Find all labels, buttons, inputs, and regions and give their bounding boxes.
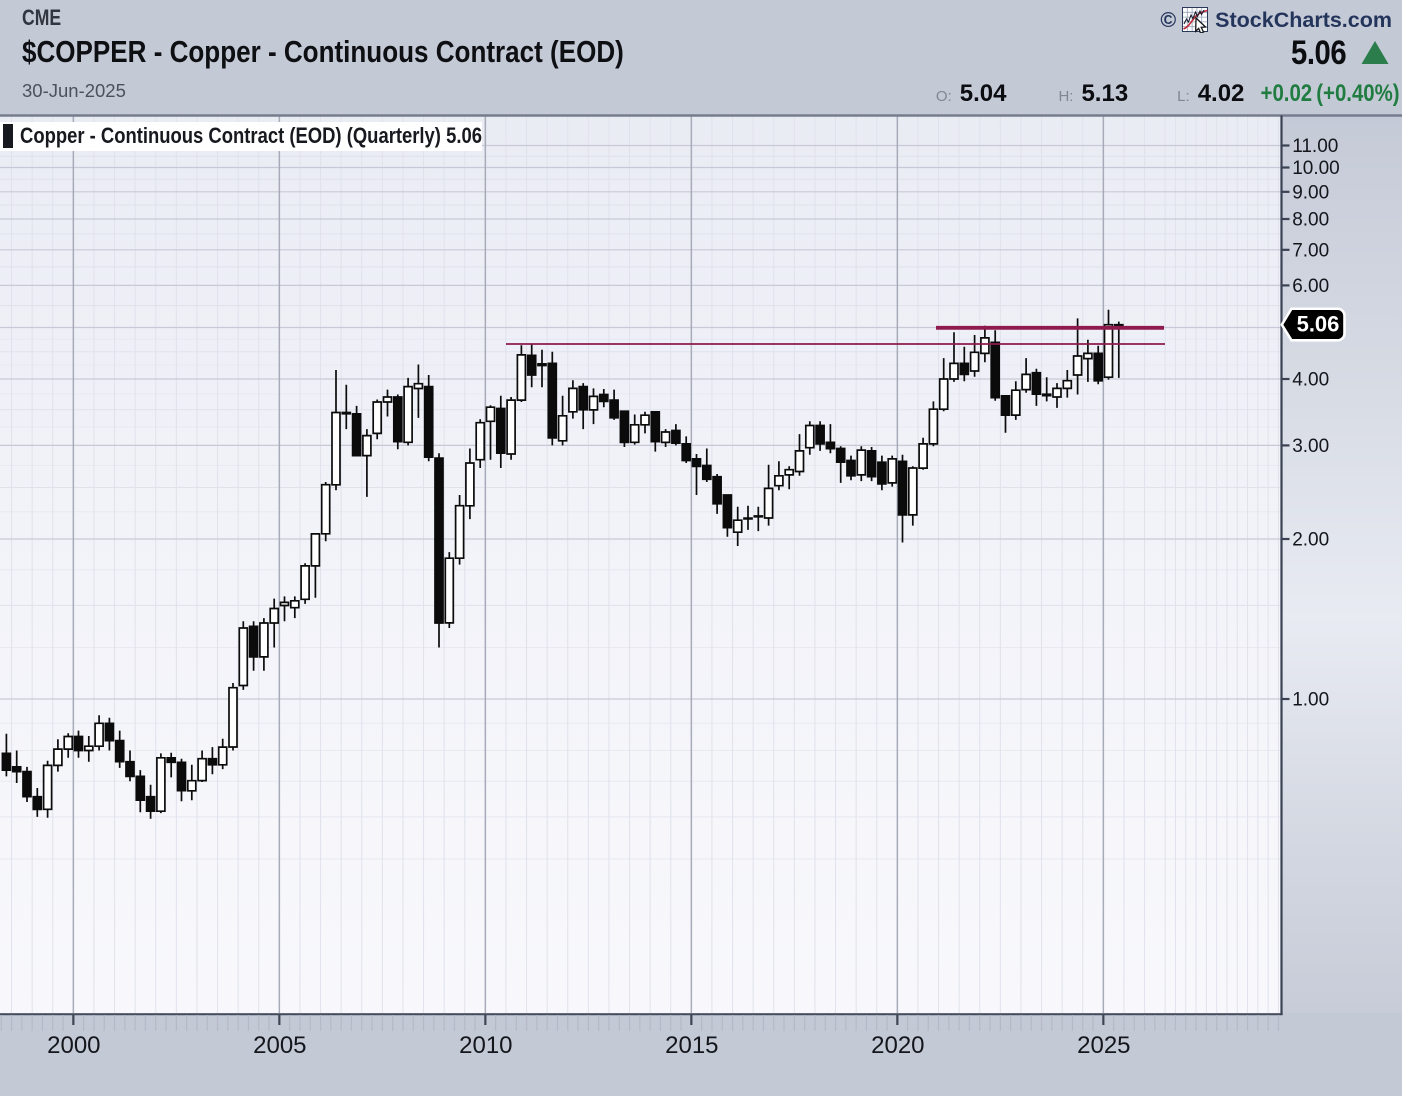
svg-text:2025: 2025 [1077,1032,1130,1059]
svg-text:2010: 2010 [459,1032,512,1059]
svg-text:11.00: 11.00 [1292,136,1338,157]
svg-text:5.06: 5.06 [1297,312,1340,337]
svg-text:2000: 2000 [47,1032,100,1059]
svg-text:2020: 2020 [871,1032,924,1059]
svg-text:3.00: 3.00 [1292,436,1329,457]
svg-text:10.00: 10.00 [1292,158,1340,179]
svg-text:2005: 2005 [253,1032,306,1059]
svg-text:7.00: 7.00 [1292,240,1329,261]
svg-text:2015: 2015 [665,1032,718,1059]
svg-text:2.00: 2.00 [1292,530,1329,551]
svg-text:4.00: 4.00 [1292,370,1329,391]
svg-text:6.00: 6.00 [1292,276,1329,297]
svg-text:1.00: 1.00 [1292,690,1329,711]
svg-text:9.00: 9.00 [1292,182,1329,203]
svg-text:8.00: 8.00 [1292,210,1329,231]
